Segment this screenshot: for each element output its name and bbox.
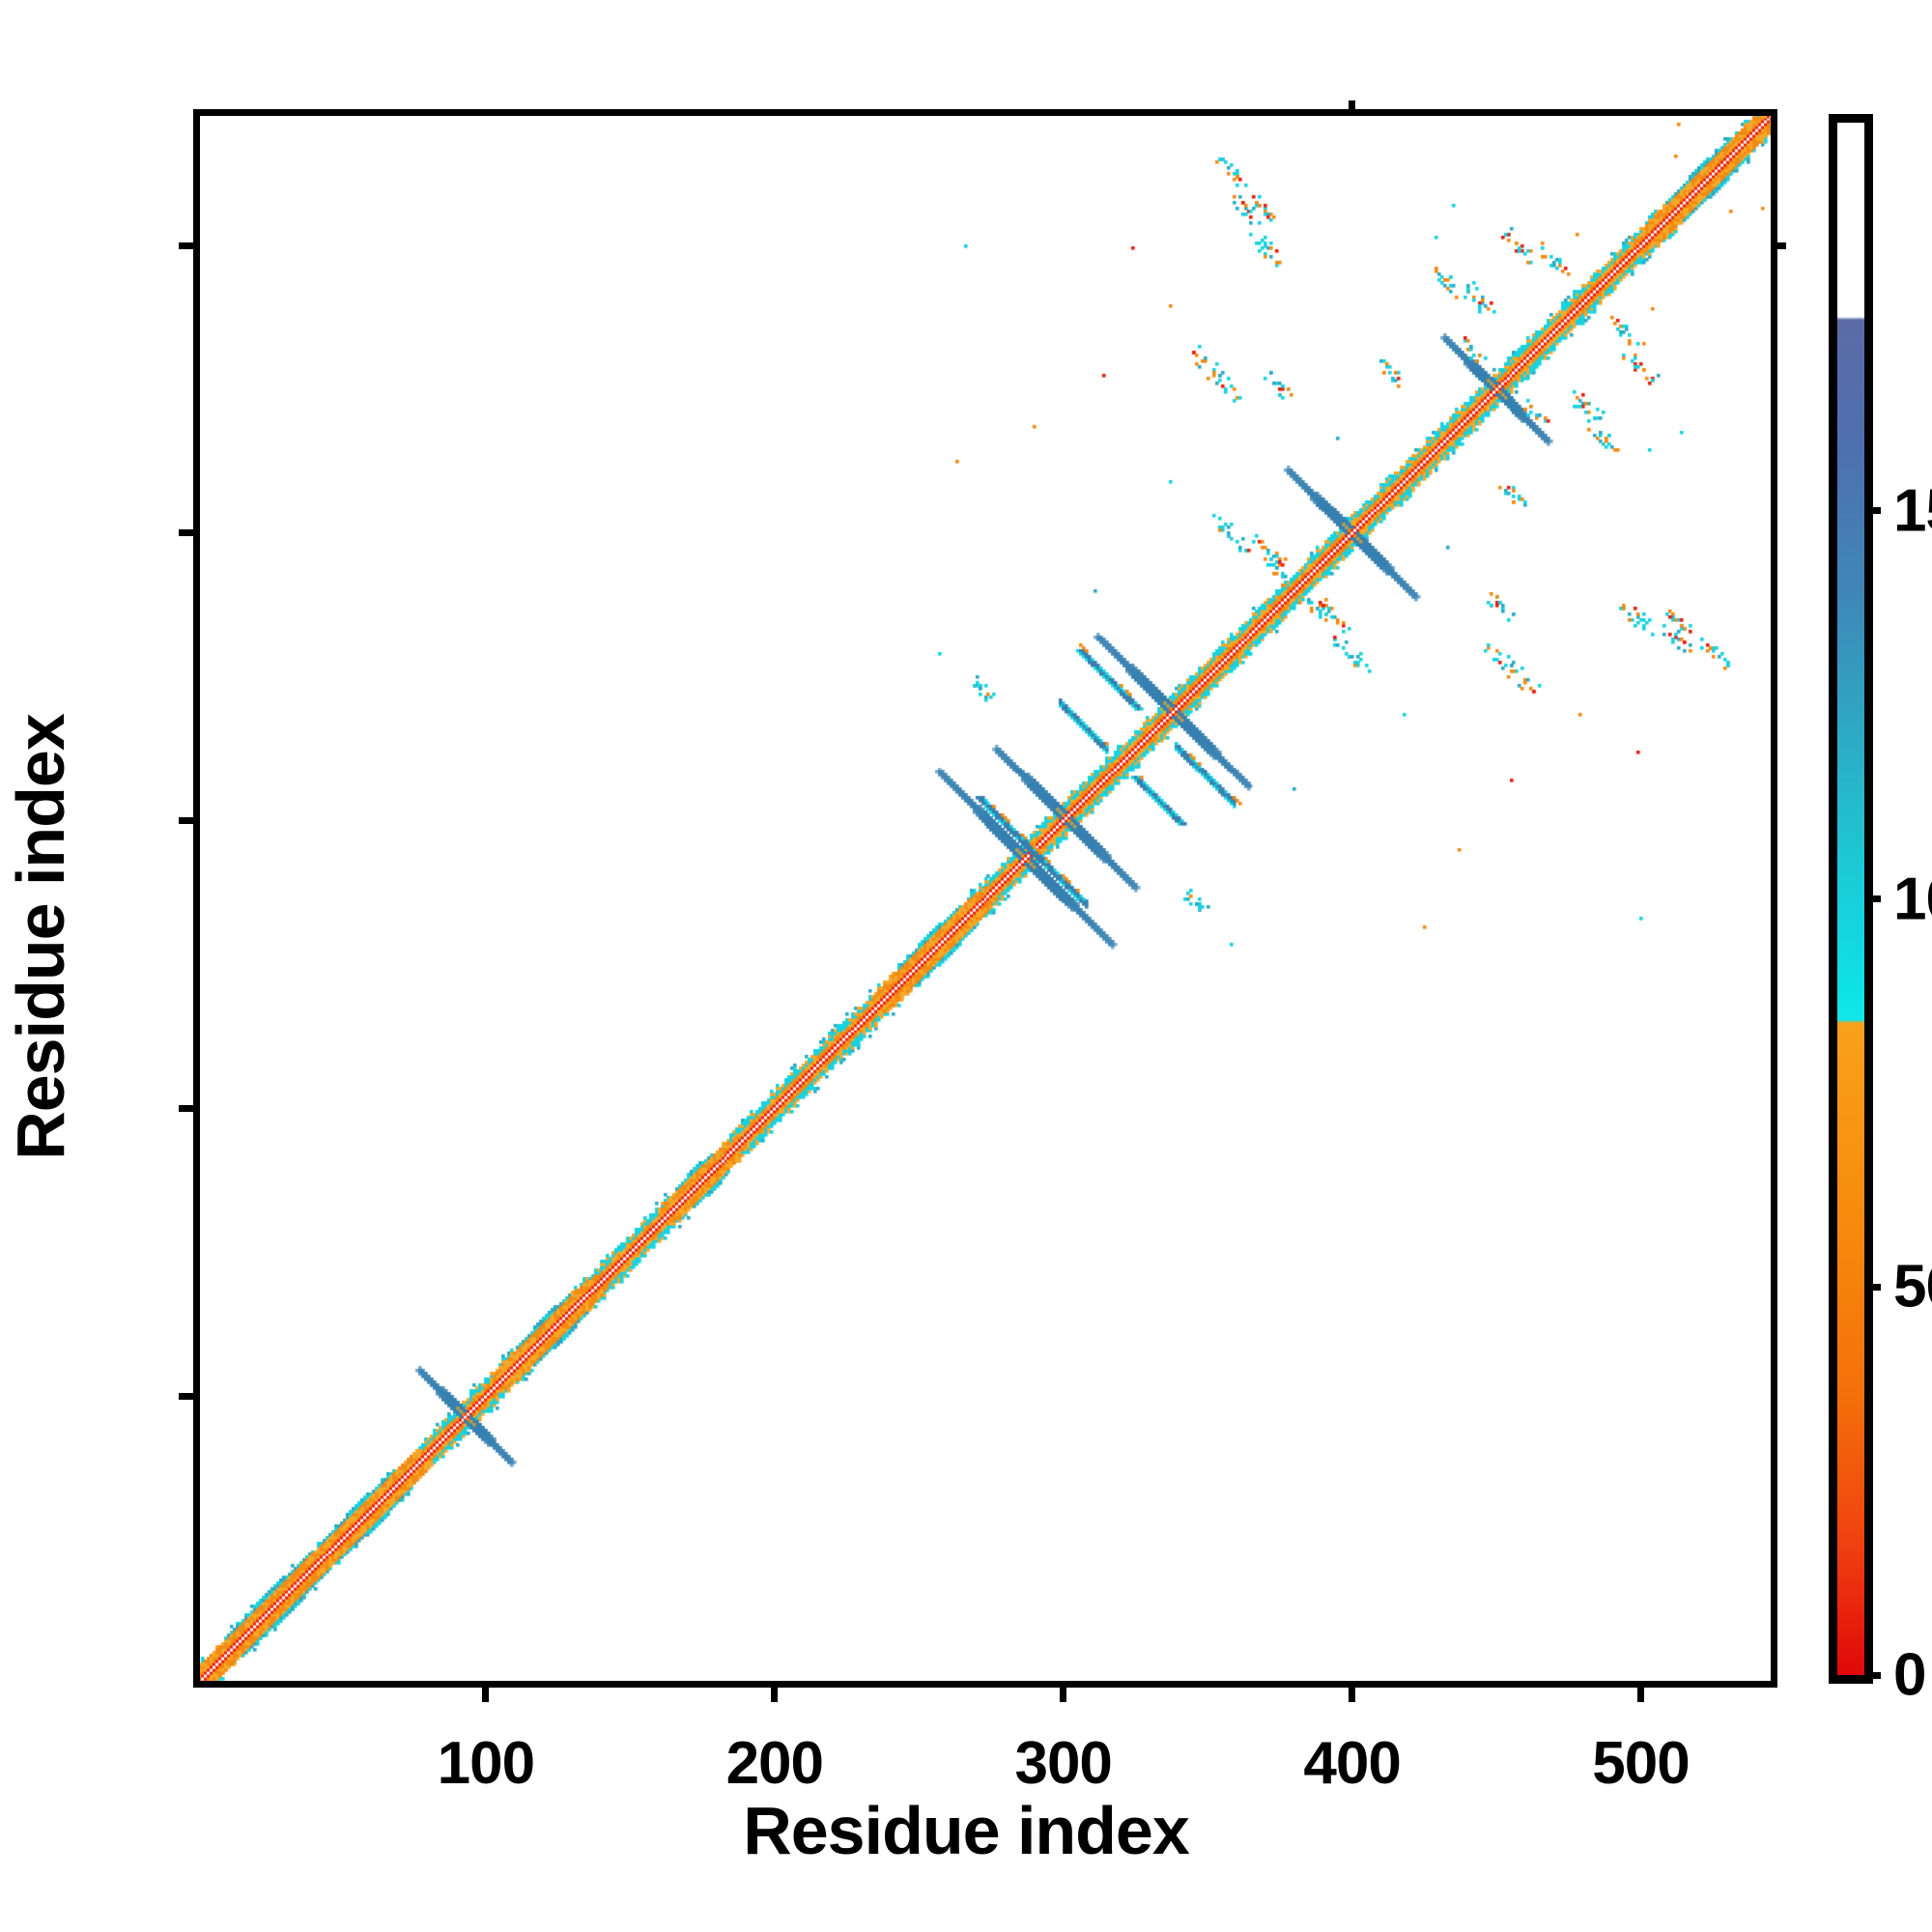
y-tick-400 <box>179 529 200 537</box>
colorbar-label-150: 150 <box>1893 477 1932 545</box>
y-tick-right-500 <box>1771 242 1786 249</box>
contact-map-plot <box>179 100 1786 1702</box>
y-axis-title: Residue index <box>3 714 78 1160</box>
y-tick-500 <box>179 242 200 249</box>
x-tick-400 <box>1349 1681 1356 1702</box>
y-tick-100 <box>179 1392 200 1400</box>
x-tick-top-400 <box>1349 100 1356 116</box>
y-tick-200 <box>179 1104 200 1112</box>
x-tick-200 <box>771 1681 779 1702</box>
x-tick-label-500: 500 <box>1592 1730 1690 1797</box>
x-tick-500 <box>1636 1681 1644 1702</box>
colorbar-tick-150 <box>1864 507 1881 515</box>
colorbar-label-50: 50 <box>1893 1253 1932 1321</box>
colorbar-tick-50 <box>1864 1283 1881 1291</box>
x-tick-label-300: 300 <box>1014 1730 1112 1797</box>
y-tick-300 <box>179 817 200 825</box>
x-tick-label-400: 400 <box>1303 1730 1401 1797</box>
x-tick-100 <box>482 1681 490 1702</box>
x-tick-label-200: 200 <box>725 1730 824 1797</box>
colorbar <box>1829 114 1881 1684</box>
colorbar-tick-100 <box>1864 895 1881 902</box>
colorbar-gradient <box>1837 123 1864 1675</box>
x-axis-title: Residue index <box>743 1793 1190 1868</box>
x-tick-300 <box>1060 1681 1067 1702</box>
contact-map-canvas <box>200 116 1771 1681</box>
colorbar-label-100: 100 <box>1893 866 1932 932</box>
colorbar-label-0: 0 <box>1893 1641 1926 1709</box>
x-tick-label-100: 100 <box>437 1730 535 1797</box>
colorbar-tick-0 <box>1864 1671 1881 1679</box>
